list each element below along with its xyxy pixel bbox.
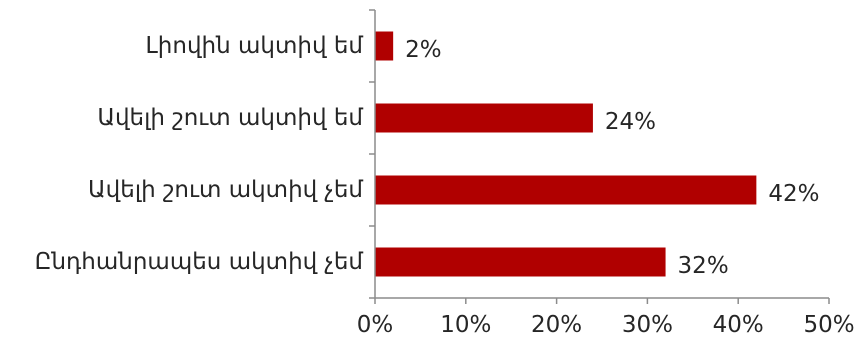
data-label: 42%: [768, 181, 819, 207]
x-tick-label: 30%: [622, 312, 673, 338]
x-tick-label: 0%: [357, 312, 394, 338]
x-tick-label: 40%: [713, 312, 764, 338]
x-tick-label: 50%: [803, 312, 854, 338]
x-tick-label: 10%: [440, 312, 491, 338]
bar-2: [375, 175, 757, 205]
data-label: 24%: [605, 109, 656, 135]
category-label: Ընդհանրապես ակտիվ չեմ: [35, 249, 364, 275]
category-label: Ավելի շուտ ակտիվ չեմ: [88, 177, 363, 203]
labels-layer: Լիովին ակտիվ եմ 2% Ավելի շուտ ակտիվ եմ 24% Ա…: [35, 33, 855, 338]
bars-layer: [375, 31, 757, 277]
axes: [369, 9, 830, 304]
data-label: 32%: [678, 253, 729, 279]
data-label: 2%: [405, 37, 442, 63]
bar-1: [375, 103, 593, 133]
x-tick-label: 20%: [531, 312, 582, 338]
bar-0: [375, 31, 394, 61]
bar-3: [375, 247, 666, 277]
category-label: Լիովին ակտիվ եմ: [146, 33, 364, 59]
category-label: Ավելի շուտ ակտիվ եմ: [97, 105, 363, 131]
